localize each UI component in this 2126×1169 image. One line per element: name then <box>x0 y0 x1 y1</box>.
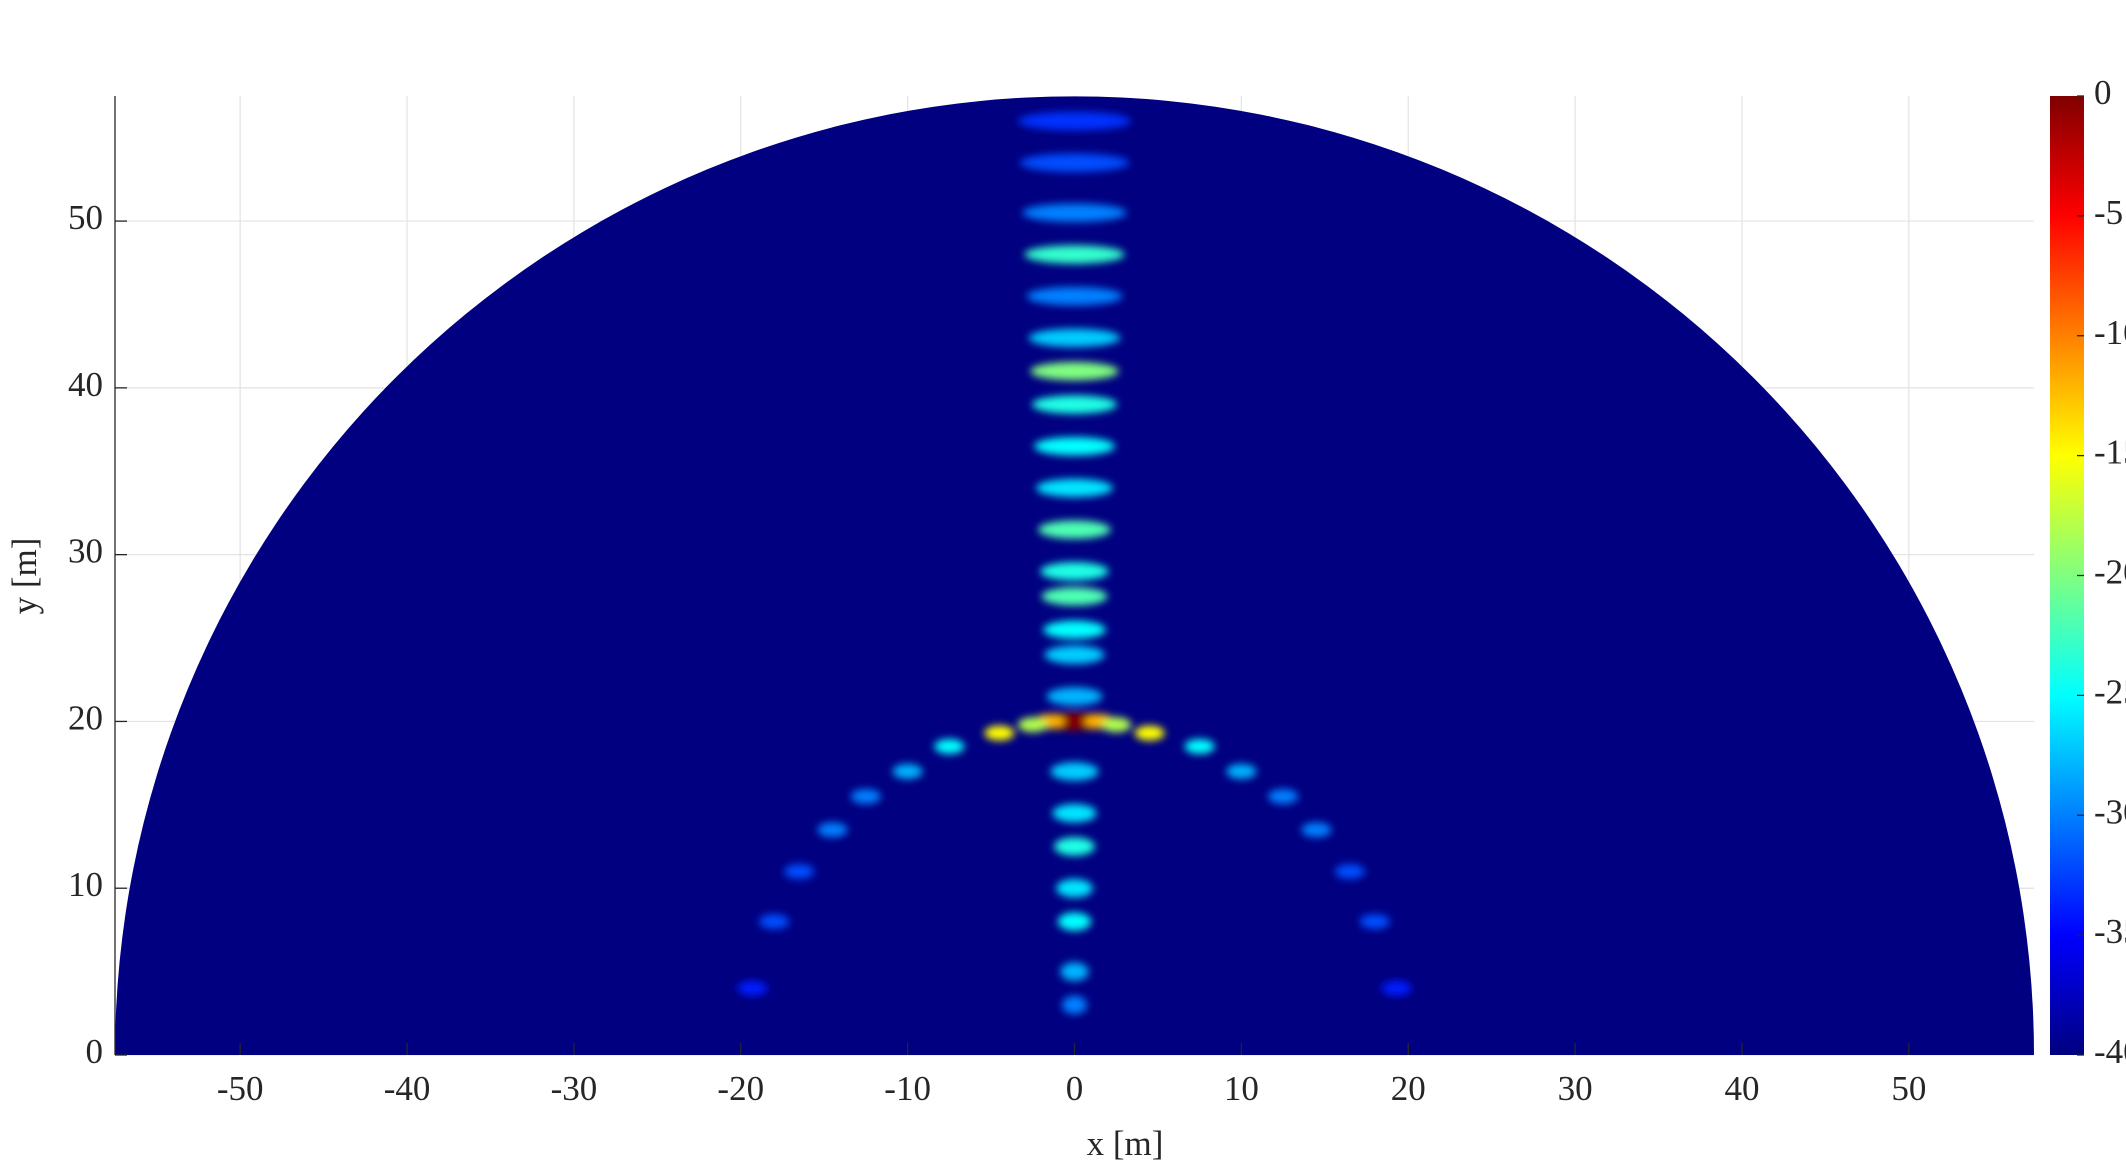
heat-spot <box>737 980 768 996</box>
heat-spot <box>1017 717 1048 733</box>
x-axis-label: x [m] <box>1087 1124 1164 1163</box>
x-tick-label: -30 <box>551 1069 598 1108</box>
x-tick-label: 30 <box>1558 1069 1593 1108</box>
y-axis-label: y [m] <box>5 538 44 615</box>
x-tick-label: 50 <box>1891 1069 1926 1108</box>
x-tick-label: 10 <box>1224 1069 1259 1108</box>
heat-spot <box>1334 864 1365 880</box>
heat-spot <box>1043 620 1106 639</box>
heat-spot <box>984 725 1015 741</box>
heat-spot <box>1054 837 1095 856</box>
heat-spot <box>1034 437 1115 456</box>
heat-spot <box>892 763 923 779</box>
heat-spot <box>1036 478 1113 498</box>
heat-spot <box>1050 762 1099 781</box>
colorbar-tick-label: -20 <box>2094 553 2126 592</box>
colorbar-tick-label: -25 <box>2094 672 2126 711</box>
heat-spot <box>1268 788 1299 804</box>
heat-spot <box>1184 738 1215 754</box>
x-tick-label: 20 <box>1391 1069 1426 1108</box>
heat-spot <box>1024 245 1125 264</box>
heat-spot <box>1134 725 1165 741</box>
heat-spot <box>817 822 848 838</box>
heat-spot <box>934 738 965 754</box>
heat-spot <box>1056 879 1093 898</box>
x-tick-label: 0 <box>1066 1069 1084 1108</box>
x-tick-label: -40 <box>384 1069 431 1108</box>
y-tick-label: 20 <box>68 698 103 737</box>
heat-spot <box>1041 587 1108 606</box>
heat-spot <box>1031 395 1118 414</box>
heat-spot <box>1226 763 1257 779</box>
heat-spot <box>1046 687 1103 706</box>
y-tick-label: 40 <box>68 365 103 404</box>
y-tick-label: 50 <box>68 198 103 237</box>
heat-spot <box>1381 980 1412 996</box>
x-tick-label: -20 <box>717 1069 764 1108</box>
colorbar-tick-label: -40 <box>2094 1032 2126 1071</box>
heat-spot <box>1026 286 1123 306</box>
x-tick-label: -10 <box>884 1069 931 1108</box>
heat-spot <box>1061 995 1088 1015</box>
x-tick-label: 40 <box>1724 1069 1759 1108</box>
heat-spot <box>1301 822 1332 838</box>
heat-spot <box>1030 362 1119 381</box>
heat-spot <box>784 864 815 880</box>
heat-spot <box>1044 645 1105 664</box>
heat-spot <box>1028 328 1121 348</box>
colorbar-tick-label: -10 <box>2094 313 2126 352</box>
y-tick-label: 10 <box>68 865 103 904</box>
y-tick-label: 30 <box>68 532 103 571</box>
heat-spot <box>759 914 790 930</box>
colorbar-tick-label: -15 <box>2094 433 2126 472</box>
colorbar-tick-label: 0 <box>2094 73 2112 112</box>
heat-spot <box>1052 803 1097 823</box>
colorbar-tick-label: -35 <box>2094 912 2126 951</box>
x-tick-label: -50 <box>217 1069 264 1108</box>
heat-spot <box>1060 962 1089 981</box>
heat-spot <box>1359 914 1390 930</box>
heat-spot <box>1038 520 1111 539</box>
colorbar-tick-label: -30 <box>2094 792 2126 831</box>
heat-spot <box>1057 912 1092 931</box>
heat-spot <box>850 788 881 804</box>
heat-spot <box>1101 717 1132 733</box>
heat-spot <box>1019 153 1130 172</box>
y-tick-label: 0 <box>86 1032 104 1071</box>
heat-spot <box>1022 203 1127 222</box>
colorbar-tick-label: -5 <box>2094 193 2123 232</box>
heat-spot <box>1017 111 1132 131</box>
heat-spot <box>1040 562 1109 581</box>
